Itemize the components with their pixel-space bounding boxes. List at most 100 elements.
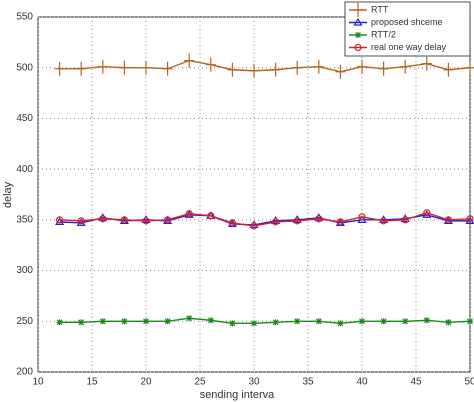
marker xyxy=(121,318,128,325)
marker xyxy=(400,59,411,74)
marker xyxy=(421,56,432,71)
marker xyxy=(55,217,65,225)
y-tick-label: 200 xyxy=(16,367,33,378)
marker xyxy=(336,218,344,226)
marker xyxy=(251,320,257,327)
marker xyxy=(423,209,431,217)
marker xyxy=(141,60,151,75)
marker xyxy=(313,59,324,74)
marker xyxy=(293,217,301,225)
marker xyxy=(270,62,281,77)
marker xyxy=(164,318,171,325)
marker xyxy=(142,217,150,225)
marker xyxy=(380,318,387,325)
y-tick-label: 250 xyxy=(16,316,33,327)
marker xyxy=(143,318,149,325)
marker xyxy=(272,218,280,226)
legend-marker xyxy=(355,32,361,38)
marker xyxy=(271,216,281,224)
marker xyxy=(141,215,151,223)
y-axis-label: delay xyxy=(2,181,14,208)
x-tick-label: 30 xyxy=(248,377,260,388)
marker xyxy=(467,318,473,325)
marker xyxy=(205,57,216,72)
legend-marker xyxy=(354,43,362,52)
series-line xyxy=(59,317,471,325)
marker xyxy=(466,215,474,223)
marker xyxy=(249,220,259,229)
marker xyxy=(400,214,410,222)
y-tick-label: 400 xyxy=(16,164,33,175)
x-tick-label: 20 xyxy=(140,377,152,388)
marker xyxy=(445,319,452,326)
x-tick-label: 35 xyxy=(302,377,314,388)
x-tick-label: 50 xyxy=(464,377,474,388)
marker xyxy=(337,320,344,327)
marker xyxy=(423,317,430,324)
x-tick-label: 45 xyxy=(410,377,422,388)
marker xyxy=(207,212,215,220)
marker xyxy=(315,215,323,223)
legend-label: RTT xyxy=(371,4,389,14)
marker xyxy=(402,318,409,325)
marker xyxy=(378,61,389,76)
marker xyxy=(335,64,346,79)
marker xyxy=(77,217,85,225)
legend-marker xyxy=(353,3,363,17)
marker xyxy=(465,60,474,75)
marker xyxy=(229,320,236,327)
legend-label: RTT/2 xyxy=(371,29,396,39)
marker xyxy=(422,210,432,218)
x-axis-label: sending interva xyxy=(200,389,275,401)
marker xyxy=(315,318,322,325)
marker xyxy=(78,319,85,326)
marker xyxy=(164,216,172,224)
marker xyxy=(97,59,108,74)
marker xyxy=(250,222,258,230)
marker xyxy=(292,215,302,223)
legend-marker xyxy=(353,17,363,26)
marker xyxy=(55,216,64,224)
marker xyxy=(184,53,195,68)
marker xyxy=(119,60,130,75)
marker xyxy=(56,319,63,326)
marker xyxy=(76,61,87,76)
legend-label: real one way delay xyxy=(371,42,447,52)
marker xyxy=(185,210,193,218)
marker xyxy=(99,215,107,223)
marker xyxy=(401,216,409,224)
y-tick-label: 300 xyxy=(16,265,33,276)
marker xyxy=(294,318,301,325)
marker xyxy=(465,216,474,224)
marker xyxy=(76,218,86,226)
marker xyxy=(228,219,236,227)
marker xyxy=(227,62,238,77)
marker xyxy=(120,216,129,224)
marker xyxy=(443,62,454,77)
marker xyxy=(99,318,106,325)
y-tick-label: 500 xyxy=(16,62,33,73)
y-tick-label: 550 xyxy=(16,12,33,23)
marker xyxy=(249,63,259,78)
marker xyxy=(272,319,279,326)
marker xyxy=(379,215,389,223)
x-tick-label: 10 xyxy=(32,377,44,388)
x-tick-label: 15 xyxy=(86,377,98,388)
x-tick-label: 40 xyxy=(356,377,368,388)
marker xyxy=(186,315,193,322)
series-line xyxy=(59,212,471,227)
marker xyxy=(54,61,65,76)
x-tick-label: 25 xyxy=(194,377,206,388)
marker xyxy=(292,60,303,75)
marker xyxy=(98,213,108,221)
marker xyxy=(314,213,324,221)
legend-label: proposed shceme xyxy=(371,17,443,27)
marker xyxy=(380,217,388,225)
marker xyxy=(357,59,367,74)
marker xyxy=(444,216,452,224)
marker xyxy=(162,61,173,76)
marker xyxy=(207,317,214,324)
y-tick-label: 350 xyxy=(16,214,33,225)
y-tick-label: 450 xyxy=(16,113,33,124)
